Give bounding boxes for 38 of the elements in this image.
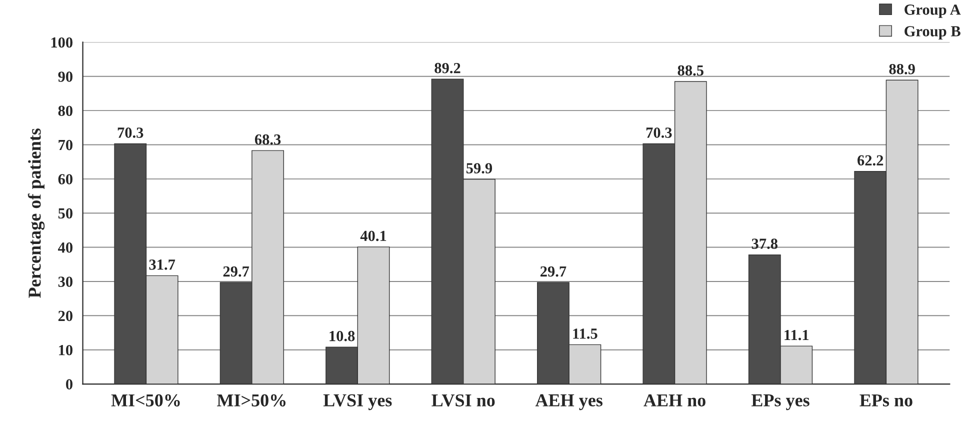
x-tick-label: LVSI yes [323,394,392,410]
y-tick-label: 30 [58,276,72,287]
y-tick-label: 90 [58,72,72,82]
data-label: 31.7 [149,260,176,270]
y-tick-label: 70 [58,140,72,150]
x-tick-label: MI<50% [111,394,180,407]
x-tick-label: AEH yes [535,394,602,410]
data-label: 11.1 [784,330,809,340]
y-tick-label: 60 [58,174,72,184]
data-label: 40.1 [360,230,386,242]
data-label: 37.8 [752,238,778,249]
data-label: 89.2 [434,62,460,74]
data-label: 62.2 [858,155,884,166]
data-label: 29.7 [540,266,566,277]
data-label: 59.9 [466,163,492,174]
data-label: 11.5 [573,328,598,339]
data-label: 70.3 [118,128,144,138]
x-tick-label: EPs yes [751,394,810,410]
y-tick-label: 50 [58,208,72,219]
y-tick-label: 100 [51,37,72,48]
data-label: 70.3 [646,128,672,138]
x-tick-label: EPs no [860,394,912,406]
y-tick-label: 0 [66,379,72,390]
x-tick-label: LVSI no [432,394,495,407]
data-label: 88.5 [678,65,704,76]
data-label: 29.7 [223,266,250,277]
y-tick-label: 40 [58,242,72,253]
x-tick-label: AEH no [644,394,706,406]
data-label: 68.3 [254,134,281,145]
y-tick-label: 20 [58,310,72,322]
y-tick-label: 80 [58,106,72,116]
x-tick-label: MI>50% [217,394,286,407]
y-tick-label: 10 [59,344,72,356]
legend-label: Group A [904,4,961,18]
data-label: 10.8 [330,330,355,342]
y-axis-title: Percentage of patients [28,128,45,298]
data-label: 88.9 [889,64,915,74]
legend-label: Group B [904,26,960,40]
